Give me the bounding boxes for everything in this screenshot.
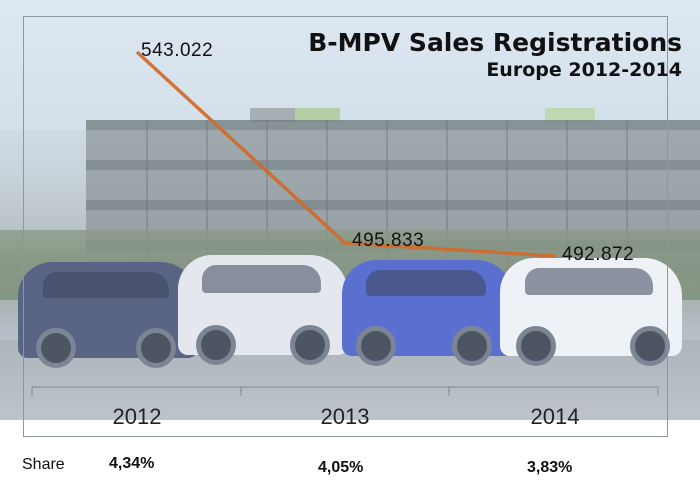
chart-title: B-MPV Sales Registrations: [308, 28, 682, 57]
share-value-2013: 4,05%: [318, 459, 364, 476]
chart-frame: [23, 16, 668, 437]
chart-subtitle: Europe 2012-2014: [486, 59, 682, 81]
car-citroen-c3-picasso: [178, 255, 348, 365]
car-fiat-500l: [18, 262, 198, 368]
building-roof: [545, 108, 595, 122]
x-tick-label-2014: 2014: [530, 404, 580, 429]
building-roof: [295, 108, 340, 122]
data-label-2013: 495.833: [352, 230, 425, 251]
x-tick-label-2013: 2013: [320, 404, 370, 429]
background-photo: [0, 0, 700, 420]
car-hyundai-ix20: [500, 258, 682, 366]
share-value-2014: 3,83%: [527, 459, 573, 476]
x-tick-label-2012: 2012: [112, 404, 162, 429]
chart-title-block: B-MPV Sales Registrations Europe 2012-20…: [308, 28, 682, 82]
data-label-2012: 543.022: [141, 40, 214, 61]
share-label: Share: [22, 456, 65, 473]
car-ford-b-max: [342, 260, 514, 366]
sales-line: [135, 50, 556, 258]
share-value-2012: 4,34%: [109, 455, 155, 472]
data-label-2014: 492.872: [562, 244, 635, 265]
